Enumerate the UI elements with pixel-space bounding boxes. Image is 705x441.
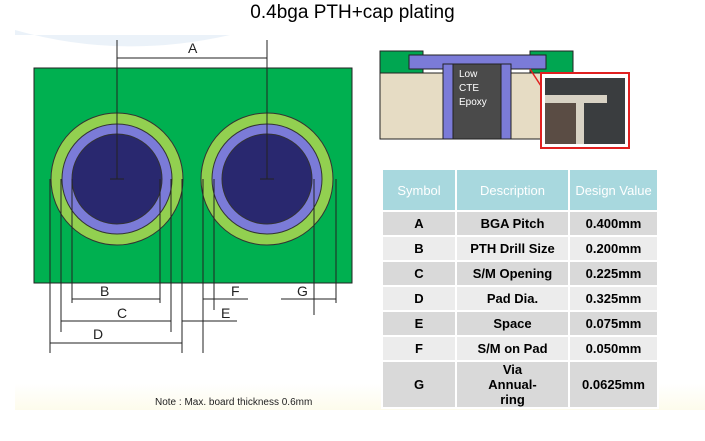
header-description: Description xyxy=(455,168,570,212)
dimension-lines xyxy=(49,40,337,353)
design-table: Symbol Description Design Value A BGA Pit… xyxy=(381,168,659,409)
cell-symbol: D xyxy=(381,285,457,312)
label-e: E xyxy=(221,305,230,321)
cell-symbol: B xyxy=(381,235,457,262)
label-g: G xyxy=(297,283,308,299)
table-row: C S/M Opening 0.225mm xyxy=(381,260,659,287)
note: Note : Max. board thickness 0.6mm xyxy=(155,397,313,408)
label-c: C xyxy=(117,305,127,321)
cell-value: 0.325mm xyxy=(568,285,659,312)
cell-value: 0.400mm xyxy=(568,210,659,237)
label-d: D xyxy=(93,326,103,342)
cell-description: BGA Pitch xyxy=(455,210,570,237)
table-row: E Space 0.075mm xyxy=(381,310,659,337)
table-row: A BGA Pitch 0.400mm xyxy=(381,210,659,237)
table-row: D Pad Dia. 0.325mm xyxy=(381,285,659,312)
cell-symbol: G xyxy=(381,360,457,409)
cell-symbol: A xyxy=(381,210,457,237)
cell-description: PTH Drill Size xyxy=(455,235,570,262)
cell-symbol: E xyxy=(381,310,457,337)
svg-text:CTE: CTE xyxy=(459,83,479,94)
cell-value: 0.075mm xyxy=(568,310,659,337)
label-b: B xyxy=(100,283,109,299)
header-value: Design Value xyxy=(568,168,659,212)
cell-value: 0.050mm xyxy=(568,335,659,362)
cell-symbol: F xyxy=(381,335,457,362)
decor-swoosh xyxy=(15,30,230,47)
svg-text:Epoxy: Epoxy xyxy=(459,97,487,108)
table-row: G Via Annual-ring 0.0625mm xyxy=(381,360,659,409)
header-symbol: Symbol xyxy=(381,168,457,212)
table-row: B PTH Drill Size 0.200mm xyxy=(381,235,659,262)
slide-title: 0.4bga PTH+cap plating xyxy=(250,2,455,23)
cell-value: 0.0625mm xyxy=(568,360,659,409)
cross-section-image: Low CTE Epoxy xyxy=(379,50,630,149)
cell-description: Pad Dia. xyxy=(455,285,570,312)
cell-description: S/M Opening xyxy=(455,260,570,287)
cell-symbol: C xyxy=(381,260,457,287)
cell-description: Space xyxy=(455,310,570,337)
cell-value: 0.200mm xyxy=(568,235,659,262)
label-f: F xyxy=(231,283,240,299)
table-row: F S/M on Pad 0.050mm xyxy=(381,335,659,362)
label-a: A xyxy=(188,40,198,56)
svg-text:Low: Low xyxy=(459,69,478,80)
cell-description: S/M on Pad xyxy=(455,335,570,362)
cell-description: Via Annual-ring xyxy=(455,360,570,409)
cell-value: 0.225mm xyxy=(568,260,659,287)
